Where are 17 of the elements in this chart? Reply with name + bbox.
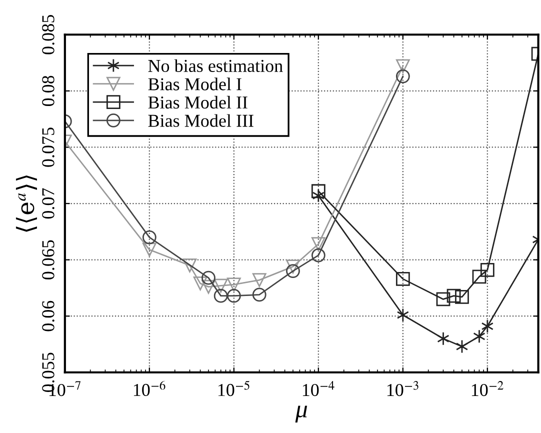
legend-label: Bias Model II — [148, 96, 248, 109]
y-tick-label: 0.085 — [42, 15, 54, 54]
legend-label: Bias Model I — [148, 78, 242, 90]
y-tick-label: 0.08 — [42, 76, 54, 106]
legend-label: No bias estimation — [148, 59, 283, 72]
x-tick-label: 10$^{−5}$ — [218, 380, 250, 396]
y-tick-label: 0.07 — [42, 188, 54, 219]
x-tick-label: 10$^{−4}$ — [302, 381, 334, 396]
x-tick-label: 10$^{−6}$ — [134, 380, 166, 396]
legend-label: Bias Model III — [148, 114, 254, 127]
y-tick-label: 0.06 — [42, 300, 54, 332]
y-tick-label: 0.075 — [42, 128, 54, 167]
x-tick-label: 10$^{−3}$ — [387, 381, 418, 396]
y-tick-label: 0.065 — [42, 240, 54, 280]
x-tick-label: 10$^{−2}$ — [472, 381, 504, 396]
x-axis-title: μ — [295, 406, 308, 423]
y-axis-title: ⟨⟨e$^{a}$⟩⟩ — [16, 175, 37, 232]
